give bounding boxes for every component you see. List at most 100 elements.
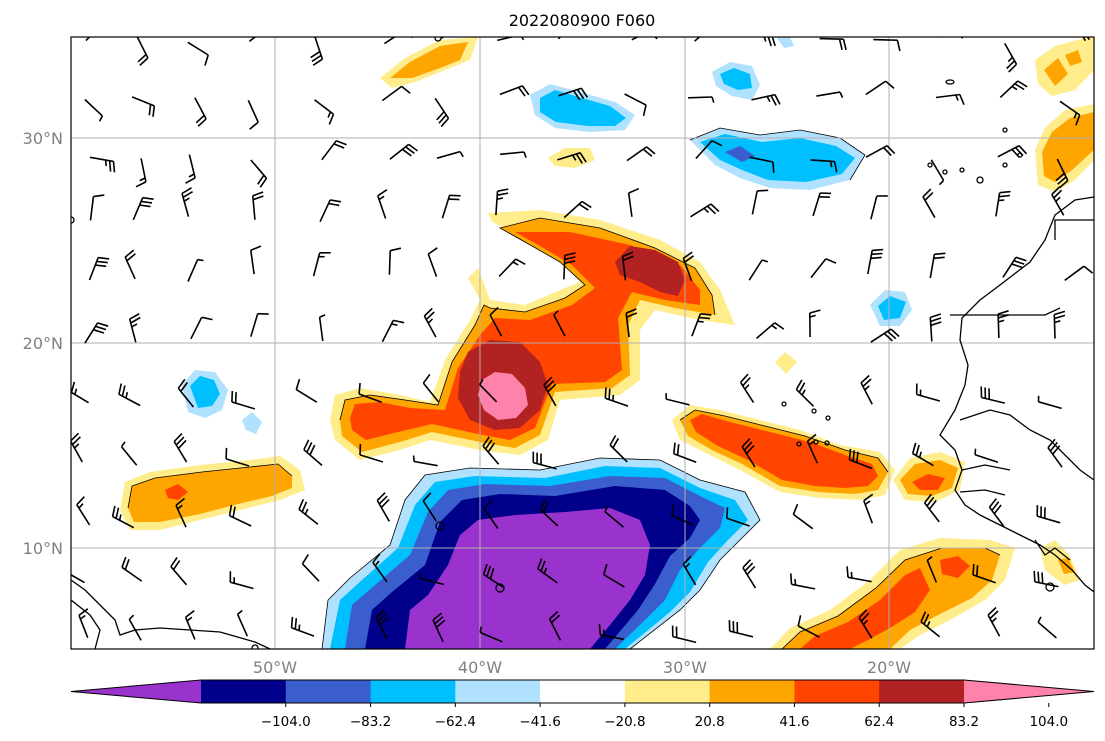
wind-barb-feather	[1014, 83, 1025, 91]
wind-barb-feather	[870, 256, 882, 260]
wind-barb-feather	[250, 245, 262, 252]
wind-barb-feather	[377, 613, 387, 622]
wind-barb-feather	[1007, 56, 1014, 63]
wind-barb-feather	[571, 154, 577, 161]
wind-barb-feather	[926, 496, 935, 507]
wind-barb-feather	[856, 451, 859, 463]
wind-barb-feather	[425, 311, 435, 321]
wind-barb-feather	[564, 252, 576, 257]
wind-barb-feather	[918, 451, 922, 458]
wind-barb-feather	[301, 553, 309, 565]
wind-barb-feather	[72, 436, 81, 446]
wind-barb-feather	[575, 153, 583, 164]
wind-barb-feather	[319, 314, 326, 318]
wind-barb-feather	[98, 115, 104, 122]
wind-barb-feather	[991, 501, 1000, 511]
wind-barb-shaft	[672, 635, 697, 644]
wind-barb-shaft	[755, 322, 776, 340]
wind-barb-feather	[484, 439, 493, 450]
wind-barb-feather	[404, 37, 406, 38]
wind-barb-feather	[310, 50, 321, 59]
coastlines	[71, 37, 1094, 649]
wind-barb-feather	[922, 188, 932, 198]
wind-barb-feather	[771, 324, 778, 330]
wind-barb-shaft	[533, 461, 557, 470]
wind-barb-shaft	[236, 613, 249, 637]
wind-barb-feather	[808, 440, 815, 446]
wind-barb-shaft	[690, 203, 712, 218]
wind-barb-feather	[515, 258, 526, 266]
wind-barb-feather	[423, 307, 433, 317]
wind-barb-feather	[111, 505, 116, 517]
wind-barb-feather	[564, 260, 576, 265]
wind-barb-feather	[479, 379, 484, 386]
wind-barb-feather	[763, 37, 767, 42]
wind-barb-feather	[393, 319, 405, 324]
wind-barb-feather	[188, 173, 195, 178]
wind-barb-feather	[125, 392, 129, 399]
wind-barb-feather	[440, 117, 450, 128]
wind-barb-feather	[328, 113, 335, 125]
wind-barb-feather	[130, 316, 141, 324]
wind-barb-shaft	[298, 508, 319, 525]
wind-barb-feather	[131, 323, 138, 328]
wind-barb-feather	[427, 247, 438, 255]
wind-barb-feather	[376, 492, 386, 502]
wind-barb-feather	[864, 385, 870, 391]
wind-barb-feather	[955, 94, 959, 101]
wind-barb-shaft	[751, 93, 776, 101]
wind-barb-feather	[379, 616, 389, 626]
colorbar-tick-label: 20.8	[695, 714, 725, 730]
wind-barb-shaft	[482, 445, 500, 465]
wind-barb-feather	[1037, 571, 1040, 583]
wind-barb-feather	[998, 194, 1010, 198]
colorbar-tick-label: −83.2	[350, 714, 391, 730]
wind-barb-feather	[330, 199, 342, 203]
wind-barb-feather	[743, 441, 753, 451]
wind-barb-shaft	[926, 559, 938, 583]
wind-barb-feather	[201, 316, 213, 321]
wind-barb-feather	[550, 614, 561, 624]
wind-barb-feather	[181, 187, 192, 195]
colorbar-segment	[794, 680, 880, 703]
wind-barb-shaft	[558, 87, 582, 97]
wind-barb-shaft	[303, 449, 323, 467]
x-axis-labels: 50°W 40°W 30°W 20°W	[253, 658, 911, 677]
wind-barb-feather	[71, 432, 80, 442]
wind-barb-shaft	[1004, 43, 1018, 65]
wind-barb-feather	[118, 383, 123, 395]
wind-barb-shaft	[383, 37, 396, 45]
wind-barb-shaft	[553, 314, 566, 337]
wind-barb-feather	[860, 374, 870, 384]
wind-barb-shaft	[420, 577, 444, 586]
wind-barb-feather	[609, 435, 617, 446]
wind-barb-feather	[706, 205, 717, 215]
wind-barb-feather	[172, 560, 181, 571]
wind-barb-shaft	[128, 318, 137, 343]
wind-barb-shaft	[751, 190, 758, 215]
wind-barb-feather	[965, 37, 967, 38]
wind-barb-shaft	[248, 37, 257, 43]
wind-barb-shaft	[609, 444, 628, 463]
wind-barb-feather	[73, 443, 80, 449]
wind-barb-feather	[268, 27, 277, 34]
wind-barb-feather	[436, 111, 445, 121]
wind-barb-feather	[487, 442, 496, 453]
wind-barb-shaft	[865, 80, 887, 96]
wind-barb-feather	[703, 207, 710, 213]
wind-barb-shaft	[929, 317, 933, 342]
wind-barb-feather	[772, 161, 775, 173]
wind-barb-feather	[422, 492, 432, 502]
wind-barb-shaft	[1038, 401, 1062, 410]
wind-barb-feather	[1086, 37, 1090, 41]
wind-barb-feather	[333, 143, 345, 149]
wind-barb-feather	[711, 139, 723, 147]
wind-barb-feather	[1055, 172, 1065, 182]
wind-barb-feather	[604, 506, 609, 513]
wind-barb-feather	[896, 40, 901, 52]
wind-barb-feather	[78, 503, 84, 509]
wind-barb-shaft	[140, 158, 147, 183]
wind-barb-feather	[1054, 314, 1066, 320]
wind-barb-shaft	[671, 514, 695, 527]
wind-barb-shaft	[673, 452, 697, 464]
